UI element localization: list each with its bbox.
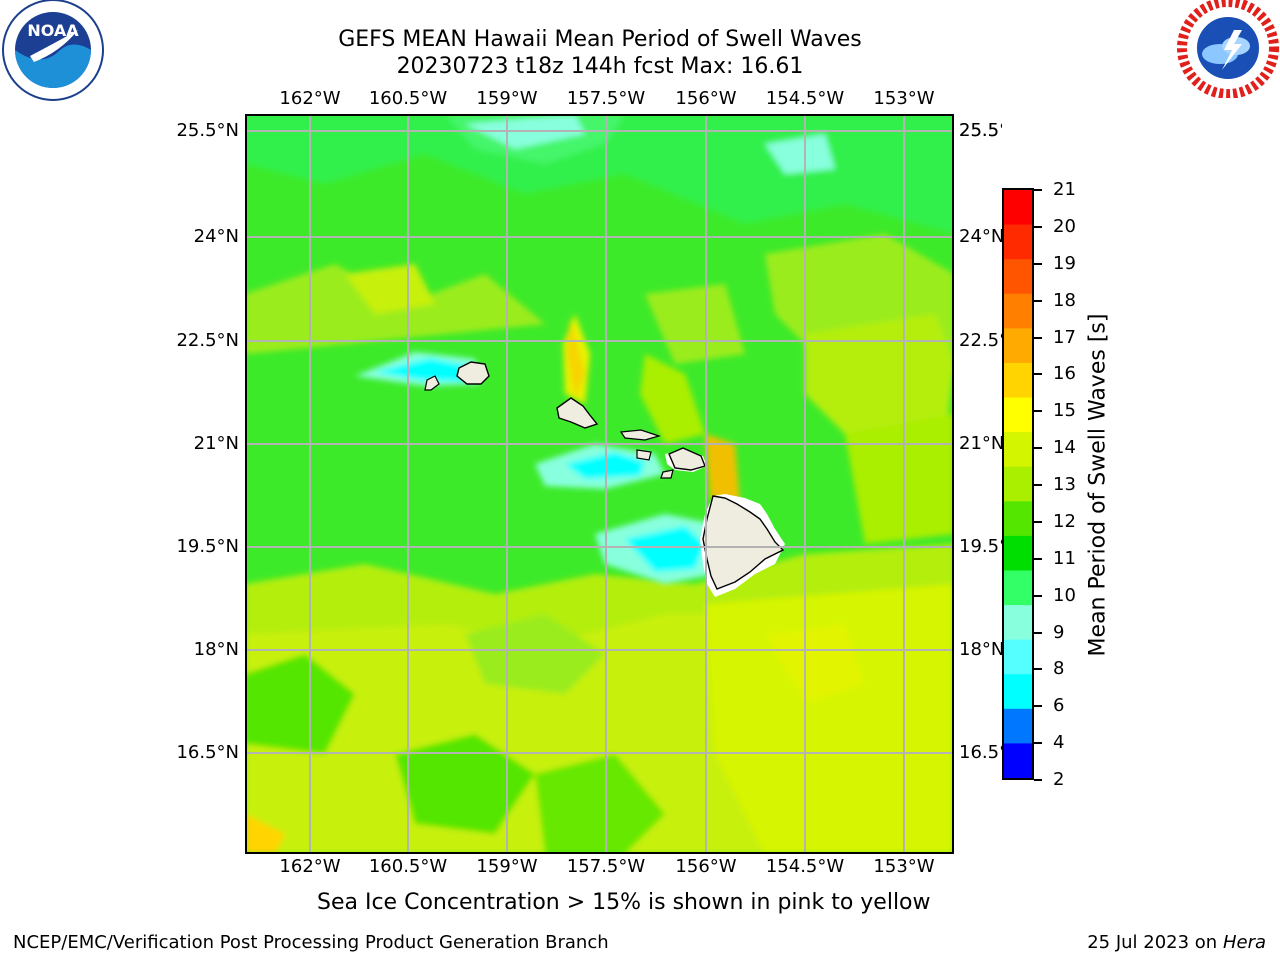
gridlines [245, 114, 954, 854]
run-date: 25 Jul 2023 on [1087, 932, 1223, 953]
lat-tick-right: 16.5°N [959, 742, 1002, 763]
colorbar-tick-label: 4 [1053, 732, 1065, 754]
lon-tick-top: 156°W [675, 88, 737, 109]
sea-ice-note: Sea Ice Concentration > 15% is shown in … [317, 890, 931, 915]
lon-tick-top: 153°W [873, 88, 935, 109]
lon-tick-top: 162°W [279, 88, 341, 109]
lat-tick-left: 22.5°N [176, 330, 239, 351]
colorbar-swatch [1004, 708, 1032, 744]
lon-tick-top: 159°W [476, 88, 538, 109]
lat-tick-right: 22.5°N [959, 330, 1002, 351]
lon-tick-top: 160.5°W [368, 88, 448, 109]
lat-tick-right-full: 25.5°N [959, 120, 1002, 141]
colorbar-tick-mark [1034, 705, 1042, 708]
colorbar-tick-label: 8 [1053, 658, 1065, 680]
colorbar-tick-mark [1034, 336, 1042, 339]
colorbar-swatch [1004, 293, 1032, 329]
colorbar-tick-mark [1034, 299, 1042, 302]
svg-text:NOAA: NOAA [27, 21, 79, 40]
lat-tick-left: 19.5°N [176, 536, 239, 557]
colorbar-tick-mark [1034, 410, 1042, 413]
colorbar-tick-label: 11 [1053, 547, 1076, 569]
nws-logo [1176, 0, 1280, 99]
colorbar-tick-label: 13 [1053, 474, 1076, 495]
colorbar-tick-label: 10 [1053, 584, 1076, 606]
colorbar-swatch [1004, 674, 1032, 710]
chart-subtitle: 20230723 t18z 144h fcst Max: 16.61 [396, 54, 804, 79]
lat-tick-left: 16.5°N [176, 742, 239, 763]
lon-tick-top: 154.5°W [765, 88, 845, 109]
lat-tick-left: 18°N [193, 639, 239, 660]
colorbar-swatch [1004, 224, 1032, 260]
colorbar-tick-label: 12 [1053, 510, 1076, 532]
right-lat-ticks-clip: 25.5°N 24°N 22.5°N 21°N 19.5°N 18°N 16.5… [959, 110, 1002, 790]
run-machine: Hera [1222, 932, 1266, 953]
lat-tick-right: 21°N [959, 433, 1002, 454]
colorbar-swatch [1004, 639, 1032, 675]
colorbar-tick-label: 15 [1053, 400, 1076, 422]
colorbar-swatch [1004, 466, 1032, 502]
colorbar-tick-mark [1034, 262, 1042, 265]
colorbar-tick-mark [1034, 557, 1042, 560]
colorbar-swatch [1004, 605, 1032, 641]
colorbar-tick-mark [1034, 225, 1042, 228]
colorbar-tick-label: 21 [1053, 179, 1076, 200]
lon-tick-bottom: 154.5°W [765, 856, 845, 877]
right-lat-ticks-full-clip: 25.5°N [959, 110, 1002, 670]
colorbar-label: Mean Period of Swell Waves [s] [1085, 313, 1111, 657]
lon-tick-top: 157.5°W [566, 88, 646, 109]
colorbar-tick-mark [1034, 668, 1042, 671]
colorbar-tick-label: 2 [1053, 769, 1065, 790]
colorbar-swatch [1004, 535, 1032, 571]
colorbar-swatch [1004, 501, 1032, 537]
run-stamp: 25 Jul 2023 on Hera [1087, 932, 1266, 953]
colorbar-tick-mark [1034, 520, 1042, 523]
colorbar-swatch [1004, 328, 1032, 364]
colorbar-swatches [1004, 190, 1032, 778]
chart-title: GEFS MEAN Hawaii Mean Period of Swell Wa… [338, 27, 862, 52]
colorbar-swatch [1004, 570, 1032, 606]
lat-tick-left: 25.5°N [176, 120, 239, 141]
colorbar-tick-label: 19 [1053, 252, 1076, 274]
swell-period-map [245, 114, 954, 854]
lon-tick-bottom: 160.5°W [368, 856, 448, 877]
colorbar-tick-mark [1034, 631, 1042, 634]
colorbar-swatch [1004, 190, 1032, 226]
colorbar-swatch [1004, 397, 1032, 433]
colorbar-tick-mark [1034, 447, 1042, 450]
lat-tick-right: 19.5°N [959, 536, 1002, 557]
colorbar-tick-label: 18 [1053, 289, 1076, 311]
lon-tick-bottom: 159°W [476, 856, 538, 877]
colorbar-swatch [1004, 259, 1032, 295]
colorbar-tick-label: 20 [1053, 215, 1076, 237]
lon-tick-bottom: 162°W [279, 856, 341, 877]
lat-tick-left: 24°N [193, 226, 239, 247]
colorbar-tick-mark [1034, 373, 1042, 376]
lat-tick-right: 24°N [959, 226, 1002, 247]
colorbar-swatch [1004, 743, 1032, 778]
colorbar-tick-mark [1034, 189, 1042, 191]
colorbar-tick-label: 14 [1053, 437, 1076, 459]
colorbar-swatch [1004, 362, 1032, 399]
map-panel [245, 114, 954, 854]
lat-tick-left: 21°N [193, 433, 239, 454]
colorbar-tick-label: 6 [1053, 695, 1065, 717]
lon-tick-bottom: 156°W [675, 856, 737, 877]
colorbar-tick-mark [1034, 742, 1042, 745]
colorbar-tick-mark [1034, 484, 1042, 486]
colorbar-tick-mark [1034, 594, 1042, 597]
colorbar-tick-label: 17 [1053, 326, 1076, 348]
colorbar-tick-mark [1034, 779, 1042, 781]
colorbar [1002, 188, 1034, 780]
colorbar-swatch [1004, 432, 1032, 468]
noaa-logo: NOAA [0, 0, 106, 106]
credit-text: NCEP/EMC/Verification Post Processing Pr… [13, 932, 609, 953]
lon-tick-bottom: 153°W [873, 856, 935, 877]
colorbar-tick-label: 9 [1053, 621, 1065, 643]
lat-tick-right: 25.5°N [959, 120, 1002, 141]
lon-tick-bottom: 157.5°W [566, 856, 646, 877]
colorbar-tick-label: 16 [1053, 363, 1076, 385]
lat-tick-right: 18°N [959, 639, 1002, 660]
